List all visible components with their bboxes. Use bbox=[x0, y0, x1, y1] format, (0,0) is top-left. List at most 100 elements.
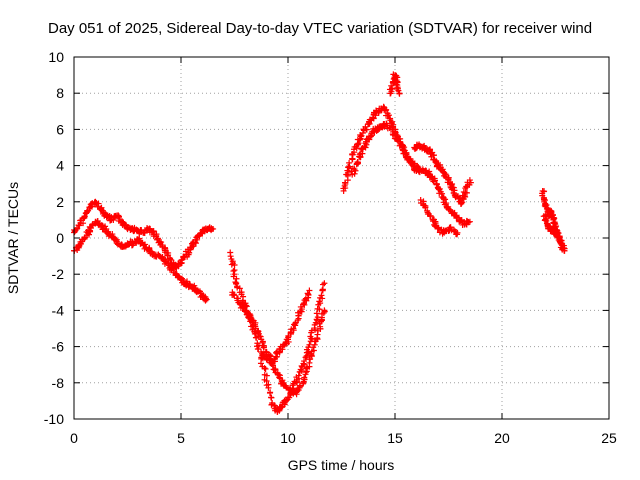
data-point bbox=[362, 123, 369, 130]
data-point bbox=[316, 298, 323, 305]
data-point bbox=[262, 365, 269, 372]
data-point bbox=[413, 168, 420, 175]
data-point bbox=[457, 217, 464, 224]
data-series bbox=[386, 71, 403, 97]
data-point bbox=[357, 150, 364, 157]
data-point bbox=[234, 284, 241, 291]
data-point bbox=[257, 360, 264, 367]
data-series bbox=[258, 287, 313, 367]
data-point bbox=[340, 185, 347, 192]
data-point bbox=[265, 384, 272, 391]
data-point bbox=[306, 341, 313, 348]
data-point bbox=[466, 177, 473, 184]
data-point bbox=[447, 224, 454, 231]
data-point bbox=[301, 374, 308, 381]
data-point bbox=[357, 133, 364, 140]
data-point bbox=[210, 225, 217, 232]
plot-frame bbox=[73, 56, 610, 420]
data-point bbox=[154, 235, 161, 242]
data-point bbox=[246, 311, 253, 318]
y-tick-label: -6 bbox=[52, 339, 65, 355]
data-point bbox=[260, 344, 267, 351]
data-point bbox=[104, 213, 111, 220]
data-point bbox=[316, 306, 323, 313]
data-point bbox=[441, 172, 448, 179]
data-point bbox=[354, 159, 361, 166]
y-tick-label: 4 bbox=[56, 158, 64, 174]
y-tick-label: -10 bbox=[44, 411, 64, 427]
data-point bbox=[321, 307, 328, 314]
data-point bbox=[230, 268, 237, 275]
data-point bbox=[310, 347, 317, 354]
data-point bbox=[203, 296, 210, 303]
data-point bbox=[313, 310, 320, 317]
data-point bbox=[231, 292, 238, 299]
x-tick-label: 20 bbox=[494, 430, 510, 446]
data-point bbox=[286, 394, 293, 401]
grid-lines bbox=[74, 57, 609, 419]
data-point bbox=[295, 372, 302, 379]
data-point bbox=[396, 90, 403, 97]
data-point bbox=[463, 189, 470, 196]
data-point bbox=[276, 374, 283, 381]
data-point bbox=[346, 159, 353, 166]
y-tick-label: -4 bbox=[52, 302, 65, 318]
data-point bbox=[319, 287, 326, 294]
data-point bbox=[367, 133, 374, 140]
y-tick-label: 0 bbox=[56, 230, 64, 246]
data-point bbox=[344, 167, 351, 174]
data-point bbox=[356, 153, 363, 160]
data-point bbox=[454, 231, 461, 238]
y-tick-label: 10 bbox=[48, 49, 64, 65]
data-point bbox=[319, 281, 326, 288]
y-axis-label: SDTVAR / TECUs bbox=[5, 182, 21, 294]
data-point bbox=[561, 247, 568, 254]
data-point bbox=[241, 307, 248, 314]
data-point bbox=[362, 140, 369, 147]
data-point bbox=[427, 213, 434, 220]
x-axis-label: GPS time / hours bbox=[288, 457, 395, 473]
data-point bbox=[193, 289, 200, 296]
data-point bbox=[466, 218, 473, 225]
data-point bbox=[202, 297, 209, 304]
data-point bbox=[301, 358, 308, 365]
data-series bbox=[229, 289, 328, 398]
data-point bbox=[321, 280, 328, 287]
data-point bbox=[541, 217, 548, 224]
y-tick-label: 6 bbox=[56, 121, 64, 137]
data-point bbox=[261, 365, 268, 372]
data-point bbox=[435, 225, 442, 232]
y-tick-label: 2 bbox=[56, 194, 64, 210]
data-point bbox=[268, 394, 275, 401]
data-point bbox=[255, 346, 262, 353]
data-point bbox=[353, 145, 360, 152]
data-point bbox=[295, 312, 302, 319]
data-point bbox=[358, 132, 365, 139]
data-point bbox=[433, 163, 440, 170]
data-point bbox=[306, 287, 313, 294]
data-point bbox=[557, 237, 564, 244]
data-point bbox=[366, 116, 373, 123]
data-point bbox=[422, 204, 429, 211]
data-point bbox=[430, 178, 437, 185]
data-point bbox=[263, 372, 270, 379]
tick-labels: 0 5 10 15 20 25 -10 -8 -6 -4 -2 0 2 4 6 8 10 bbox=[44, 49, 617, 446]
data-point bbox=[296, 382, 303, 389]
data-point bbox=[266, 390, 273, 397]
data-point bbox=[231, 262, 238, 269]
data-point bbox=[227, 253, 234, 260]
data-point bbox=[300, 301, 307, 308]
data-series bbox=[540, 212, 564, 244]
data-point bbox=[95, 200, 102, 207]
data-point bbox=[436, 185, 443, 192]
data-points bbox=[71, 71, 568, 415]
data-point bbox=[73, 225, 80, 232]
data-point bbox=[363, 126, 370, 133]
data-point bbox=[351, 166, 358, 173]
data-point bbox=[260, 353, 267, 360]
data-point bbox=[256, 333, 263, 340]
data-point bbox=[290, 325, 297, 332]
x-tick-label: 25 bbox=[601, 430, 617, 446]
data-series bbox=[71, 198, 217, 272]
